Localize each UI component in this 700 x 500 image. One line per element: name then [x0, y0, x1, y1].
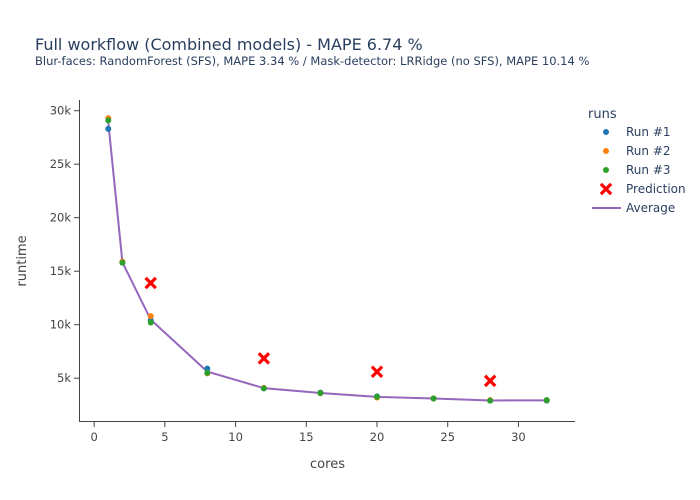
legend-swatch	[603, 129, 609, 135]
data-point-run-3	[374, 393, 380, 400]
y-axis-title: runtime	[15, 235, 30, 286]
data-point-run-3	[487, 397, 494, 404]
data-point-run-3	[543, 397, 550, 404]
axes	[79, 100, 575, 422]
legend-swatch	[599, 182, 613, 196]
legend-label: Prediction	[626, 182, 686, 196]
x-ticks: 0 5 10 15 20 25 30	[90, 421, 526, 444]
legend-swatch	[603, 167, 609, 173]
legend-item-average[interactable]: Average	[592, 201, 675, 215]
x-tick-label: 20	[370, 430, 385, 444]
series-line-average	[107, 122, 547, 402]
legend-item-prediction[interactable]: Prediction	[599, 182, 686, 196]
y-tick-label: 30k	[50, 104, 72, 118]
x-tick-label: 25	[440, 430, 455, 444]
prediction-point	[370, 365, 384, 379]
legend-item-run-2[interactable]: Run #2	[603, 144, 671, 158]
data-point-run-3	[105, 117, 112, 124]
legend-label: Run #1	[626, 125, 671, 139]
legend-label: Run #3	[626, 163, 671, 177]
y-tick-label: 5k	[57, 371, 71, 385]
legend-title: runs	[588, 107, 617, 122]
y-tick-label: 25k	[50, 157, 72, 171]
x-tick-label: 10	[228, 430, 243, 444]
x-tick-label: 5	[161, 430, 168, 444]
data-point-run-3	[119, 259, 126, 266]
legend-label: Average	[626, 201, 675, 215]
prediction-point	[144, 276, 157, 290]
legend-swatch	[603, 148, 609, 154]
legend-item-run-3[interactable]: Run #3	[603, 163, 671, 177]
x-axis-title: cores	[310, 457, 345, 472]
x-tick-label: 0	[90, 430, 97, 444]
prediction-point	[483, 374, 497, 388]
chart-title: Full workflow (Combined models) - MAPE 6…	[35, 35, 423, 54]
data-point-run-3	[430, 395, 437, 402]
chart-subtitle: Blur-faces: RandomForest (SFS), MAPE 3.3…	[35, 54, 589, 68]
y-tick-label: 20k	[50, 211, 72, 225]
data-point-run-3	[204, 369, 211, 376]
x-tick-label: 15	[299, 430, 314, 444]
y-tick-label: 15k	[50, 264, 72, 278]
x-tick-label: 30	[511, 430, 526, 444]
data-point-run-3	[147, 319, 154, 326]
y-tick-label: 10k	[50, 318, 72, 332]
legend-label: Run #2	[626, 144, 671, 158]
data-point-run-3	[317, 390, 324, 397]
data-point-run-2	[147, 313, 154, 320]
data-point-run-1	[105, 125, 112, 132]
legend-items: Run #1 Run #2 Run #3 Prediction Average	[592, 125, 686, 215]
data-point-run-1	[204, 365, 211, 372]
legend-item-run-1[interactable]: Run #1	[603, 125, 671, 139]
y-ticks: 5k 10k 15k 20k 25k 30k	[50, 104, 80, 385]
data-point-run-3	[260, 385, 267, 392]
prediction-point	[257, 352, 271, 365]
legend[interactable]: runs Run #1 Run #2 Run #3 Prediction Average	[588, 107, 686, 215]
plot-area	[105, 115, 550, 404]
